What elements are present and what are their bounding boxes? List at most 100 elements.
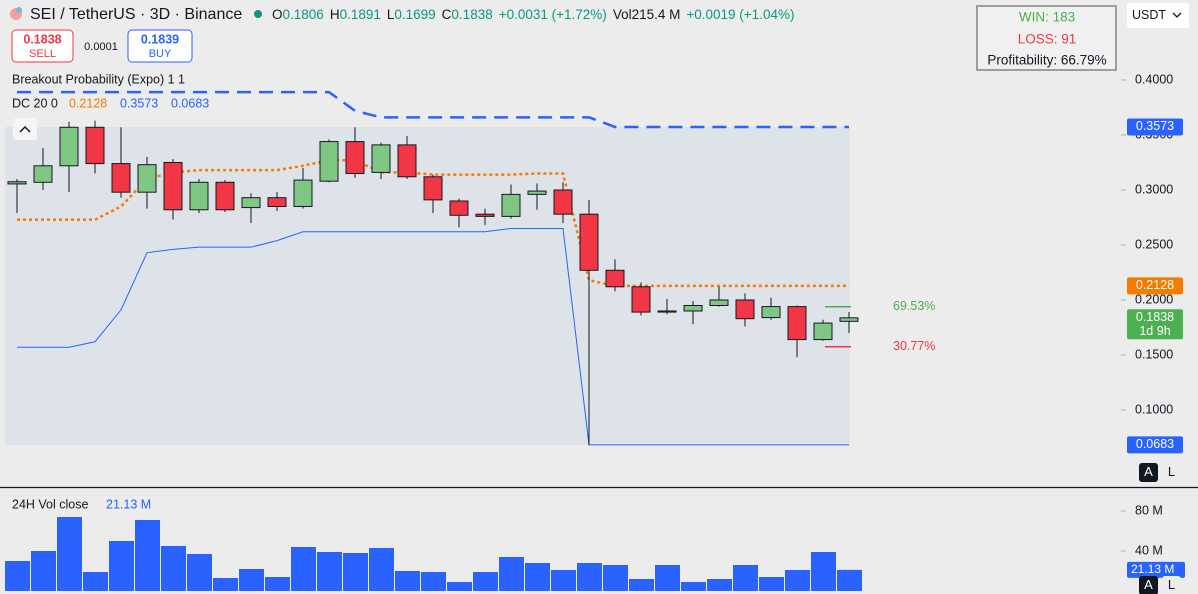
- dc-legend: DC 20 0: [12, 96, 58, 110]
- candle-body: [423, 176, 443, 201]
- candle-body: [579, 213, 599, 271]
- volume-bar: [395, 571, 420, 591]
- candle-body: [735, 299, 755, 320]
- market-status: [254, 10, 262, 18]
- readout-part: 0.1838: [451, 7, 492, 22]
- scale-button-label: L: [1168, 464, 1175, 479]
- scale-button-box: [1139, 463, 1158, 482]
- candle-body: [345, 141, 365, 174]
- price-tag-countdown: 1d 9h: [1139, 324, 1170, 338]
- buy-button[interactable]: 0.1839 BUY: [127, 29, 193, 63]
- volume-bar: [759, 577, 784, 591]
- readout-part: +0.0031 (+1.72%): [499, 7, 607, 22]
- volume-bar: [447, 582, 472, 591]
- currency-dropdown[interactable]: USDT: [1127, 3, 1189, 28]
- buy-box: [127, 29, 193, 63]
- scale-button[interactable]: L: [1162, 463, 1181, 482]
- volume-bar: [499, 557, 524, 591]
- volume-bar: [421, 572, 446, 591]
- candle-body: [59, 126, 79, 167]
- loss-count: LOSS: 91: [1018, 32, 1077, 47]
- currency-box: [1127, 3, 1189, 28]
- readout-part: 0.1699: [394, 7, 435, 22]
- candle-body: [111, 163, 131, 193]
- volume-bar: [5, 561, 30, 591]
- scale-button-box: [1162, 463, 1181, 482]
- volume-bar: [291, 547, 316, 591]
- readout-part: C: [442, 7, 452, 22]
- volume-bar: [629, 579, 654, 591]
- candle-body: [813, 322, 833, 341]
- candle-body: [319, 141, 339, 182]
- collapse-box: [13, 118, 37, 140]
- volume-bar: [785, 570, 810, 591]
- candle-body: [85, 126, 105, 165]
- readout-part: L: [387, 7, 395, 22]
- sell-button[interactable]: 0.1838 SELL: [11, 29, 74, 63]
- candle-body: [657, 310, 677, 313]
- candle-body: [371, 144, 391, 173]
- collapse-icon: [19, 125, 31, 133]
- candle-body: [631, 286, 651, 313]
- scale-button-label: A: [1144, 464, 1153, 479]
- volume-bar: [239, 569, 264, 591]
- volume-bar: [31, 551, 56, 591]
- scale-button-box: [1139, 576, 1158, 594]
- volume-bar: [603, 565, 628, 591]
- readout-part: H: [330, 7, 340, 22]
- scale-button[interactable]: A: [1139, 463, 1158, 482]
- dc-line: [17, 227, 849, 446]
- volume-bar: [577, 563, 602, 591]
- candle-body: [241, 197, 261, 209]
- readout-part: +0.0019 (+1.04%): [686, 7, 794, 22]
- volume-bar: [655, 565, 680, 591]
- stats-box: [976, 5, 1117, 71]
- volume-legend-value: 21.13 M: [106, 497, 151, 511]
- scale-button[interactable]: A: [1139, 576, 1158, 594]
- volume-bar: [83, 572, 108, 591]
- candle-body: [761, 306, 781, 319]
- volume-bar: [473, 572, 498, 591]
- y-tick-label: 0.2000: [1135, 292, 1173, 306]
- y-tick-label: 80 M: [1135, 503, 1163, 517]
- scale-button-label: A: [1144, 577, 1153, 592]
- readout-part: 0.1891: [340, 7, 381, 22]
- dc-line: [17, 90, 849, 129]
- currency-label: USDT: [1132, 8, 1166, 22]
- price-tag: [1127, 277, 1183, 295]
- volume-bar: [187, 554, 212, 591]
- y-tick-label: 0.3000: [1135, 182, 1173, 196]
- readout-part: 215.4 M: [632, 7, 681, 22]
- candle-body: [605, 269, 625, 288]
- candle-body: [33, 165, 53, 183]
- volume-bar: [811, 552, 836, 591]
- candle-body: [787, 306, 807, 341]
- spread: 0.0001: [84, 41, 118, 53]
- y-tick-label: 40 M: [1135, 543, 1163, 557]
- last-volume-tag: [1127, 561, 1185, 578]
- scale-button-label: L: [1168, 577, 1175, 592]
- buy-price: 0.1839: [141, 32, 179, 46]
- candle-body: [7, 181, 27, 185]
- buy-label: BUY: [149, 48, 172, 60]
- candle-body: [709, 299, 729, 306]
- volume-bar: [213, 578, 238, 591]
- price-tag-label: 0.0683: [1136, 437, 1174, 451]
- y-tick-label: 0.1000: [1135, 402, 1173, 416]
- collapse-button[interactable]: [13, 118, 37, 140]
- candle-body: [397, 144, 417, 178]
- y-tick-label: 0.2500: [1135, 237, 1173, 251]
- scale-button[interactable]: L: [1162, 576, 1181, 594]
- volume-bar: [551, 570, 576, 591]
- sell-box: [11, 29, 74, 63]
- dc-value: 0.3573: [120, 96, 158, 110]
- candle-body: [215, 181, 235, 211]
- probability-label: 69.53%: [893, 299, 935, 313]
- volume-legend: 24H Vol close: [12, 497, 88, 511]
- candle-body: [683, 304, 703, 312]
- price-tag-label: 0.3573: [1136, 119, 1174, 133]
- readout-part: 0.1806: [283, 7, 324, 22]
- indicator-legend: Breakout Probability (Expo) 1 1: [12, 72, 185, 86]
- price-tag: [1127, 309, 1183, 340]
